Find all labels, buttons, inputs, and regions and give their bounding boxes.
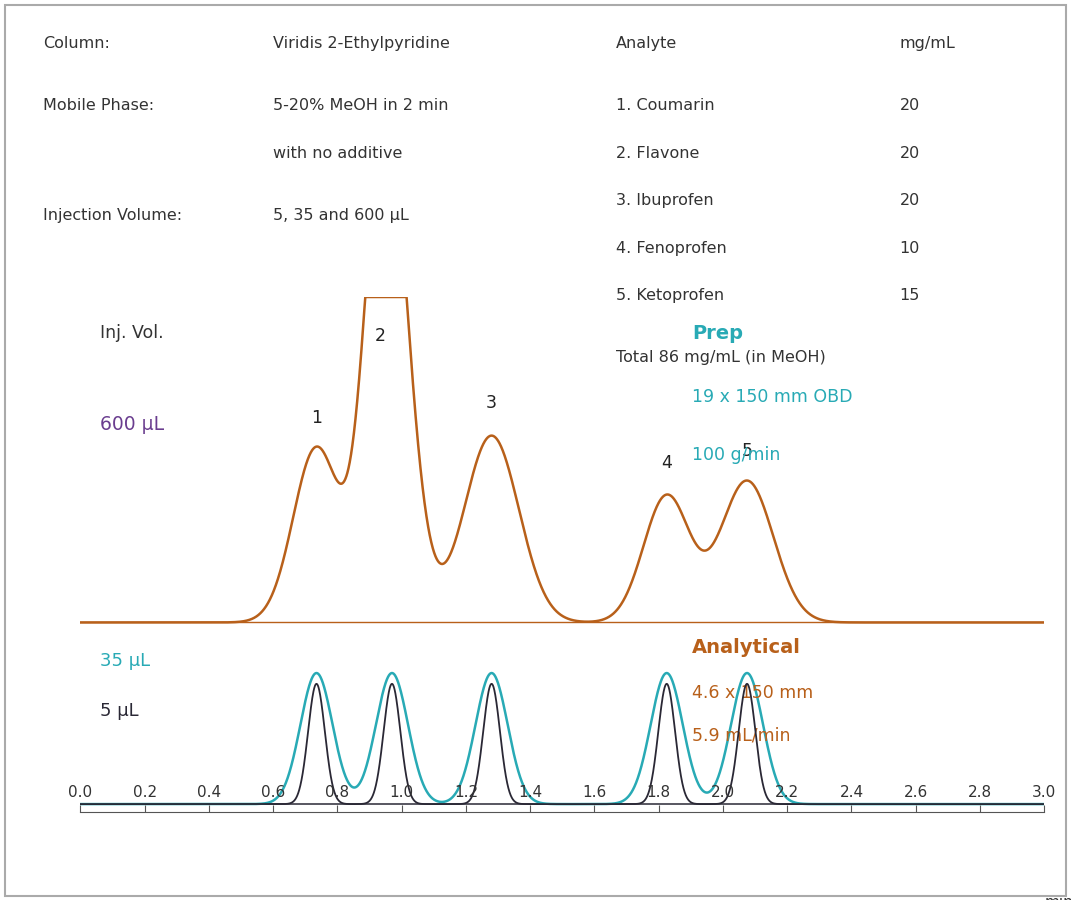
Text: 3: 3 (486, 393, 497, 411)
Text: 10: 10 (900, 240, 920, 256)
Text: Analytical: Analytical (692, 638, 801, 657)
Text: mg/mL: mg/mL (900, 36, 955, 50)
Text: 35 μL: 35 μL (100, 652, 150, 670)
Text: 5 μL: 5 μL (100, 702, 138, 720)
Text: 20: 20 (900, 98, 920, 113)
Text: 5. Ketoprofen: 5. Ketoprofen (616, 288, 724, 303)
Text: 15: 15 (900, 288, 920, 303)
Text: 2: 2 (375, 328, 387, 346)
Text: 100 g/min: 100 g/min (692, 446, 781, 464)
Text: Injection Volume:: Injection Volume: (43, 208, 182, 223)
Text: Analyte: Analyte (616, 36, 677, 50)
Text: 5: 5 (741, 442, 753, 460)
Text: 5-20% MeOH in 2 min: 5-20% MeOH in 2 min (273, 98, 449, 113)
Text: 20: 20 (900, 193, 920, 208)
Text: 600 μL: 600 μL (100, 415, 164, 434)
Text: 1. Coumarin: 1. Coumarin (616, 98, 714, 113)
Text: with no additive: with no additive (273, 146, 403, 160)
Text: Inj. Vol.: Inj. Vol. (100, 324, 163, 342)
Text: Mobile Phase:: Mobile Phase: (43, 98, 154, 113)
Text: Viridis 2-Ethylpyridine: Viridis 2-Ethylpyridine (273, 36, 450, 50)
Text: 2. Flavone: 2. Flavone (616, 146, 699, 160)
Text: 5, 35 and 600 μL: 5, 35 and 600 μL (273, 208, 409, 223)
Text: 1: 1 (311, 409, 322, 427)
Text: 5.9 mL/min: 5.9 mL/min (692, 726, 790, 744)
Text: 4: 4 (661, 454, 673, 472)
Text: 4.6 x 150 mm: 4.6 x 150 mm (692, 684, 814, 702)
Text: 19 x 150 mm OBD: 19 x 150 mm OBD (692, 388, 853, 406)
Text: min: min (1044, 895, 1071, 900)
Text: 3. Ibuprofen: 3. Ibuprofen (616, 193, 713, 208)
Text: 4. Fenoprofen: 4. Fenoprofen (616, 240, 726, 256)
Text: Column:: Column: (43, 36, 109, 50)
Text: Prep: Prep (692, 324, 743, 343)
Text: 20: 20 (900, 146, 920, 160)
Text: Total 86 mg/mL (in MeOH): Total 86 mg/mL (in MeOH) (616, 350, 826, 365)
